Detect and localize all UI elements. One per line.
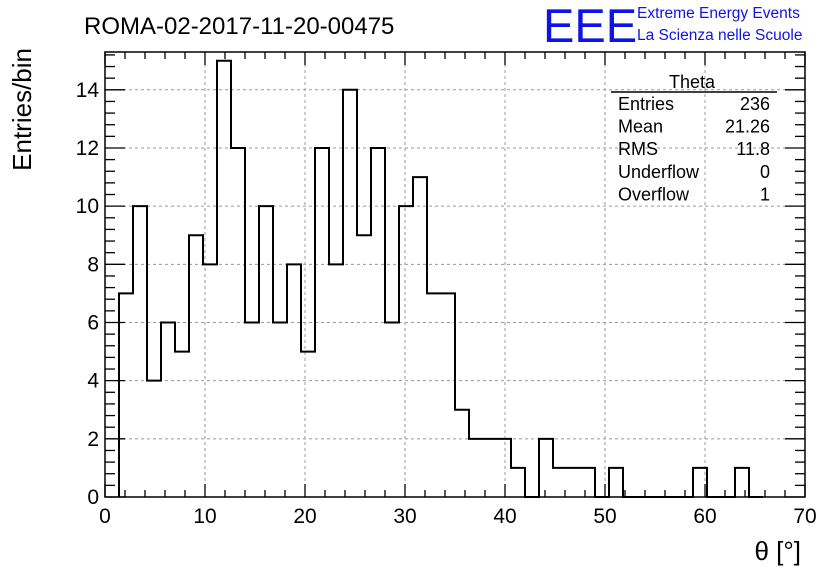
x-tick-label: 20 — [293, 505, 316, 528]
x-tick-label: 40 — [493, 505, 516, 528]
y-tick-label: 14 — [76, 79, 100, 102]
x-tick-label: 70 — [793, 505, 816, 528]
y-axis-label: Entries/bin — [7, 48, 37, 171]
histogram-line — [118, 59, 763, 498]
x-tick-label: 60 — [693, 505, 716, 528]
x-axis-label: θ [°] — [754, 536, 801, 566]
y-tick-label: 12 — [76, 137, 99, 160]
eee-logo-mark: EEE — [543, 0, 637, 52]
grid — [105, 52, 805, 497]
stats-row-value: 21.26 — [725, 117, 770, 137]
axis-ticks — [104, 52, 806, 498]
stats-row-label: RMS — [618, 139, 658, 159]
plot-frame — [104, 51, 806, 498]
x-tick-label: 50 — [593, 505, 616, 528]
stats-rows: Entries 236 Mean 21.26 RMS 11.8 Underflow 0 Over… — [618, 94, 770, 204]
y-tick-label: 4 — [87, 370, 99, 393]
x-tick-label: 10 — [193, 505, 216, 528]
y-tick-label: 2 — [87, 428, 99, 451]
x-tick-label: 0 — [99, 505, 111, 528]
stats-row-value: 236 — [740, 94, 770, 114]
y-tick-label: 6 — [87, 311, 99, 334]
stats-row-value: 0 — [760, 162, 770, 182]
y-tick-label: 8 — [87, 253, 99, 276]
stats-row-value: 11.8 — [736, 139, 770, 159]
y-tick-label: 10 — [76, 195, 99, 218]
stats-row-label: Underflow — [618, 162, 700, 182]
stats-row-label: Entries — [618, 94, 674, 114]
stats-box: Theta Entries 236 Mean 21.26 RMS 11.8 Underflo… — [611, 72, 777, 204]
stats-name: Theta — [669, 72, 716, 92]
x-tick-label: 30 — [393, 505, 416, 528]
chart-title: ROMA-02-2017-11-20-00475 — [84, 13, 394, 40]
stats-row-value: 1 — [760, 184, 770, 204]
eee-logo: EEE Extreme Energy Events La Scienza nel… — [543, 0, 802, 52]
eee-logo-line1: Extreme Energy Events — [637, 5, 800, 22]
eee-logo-line2: La Scienza nelle Scuole — [637, 27, 802, 44]
stats-row-label: Overflow — [618, 184, 690, 204]
y-tick-label: 0 — [87, 486, 99, 509]
stats-row-label: Mean — [618, 117, 663, 137]
